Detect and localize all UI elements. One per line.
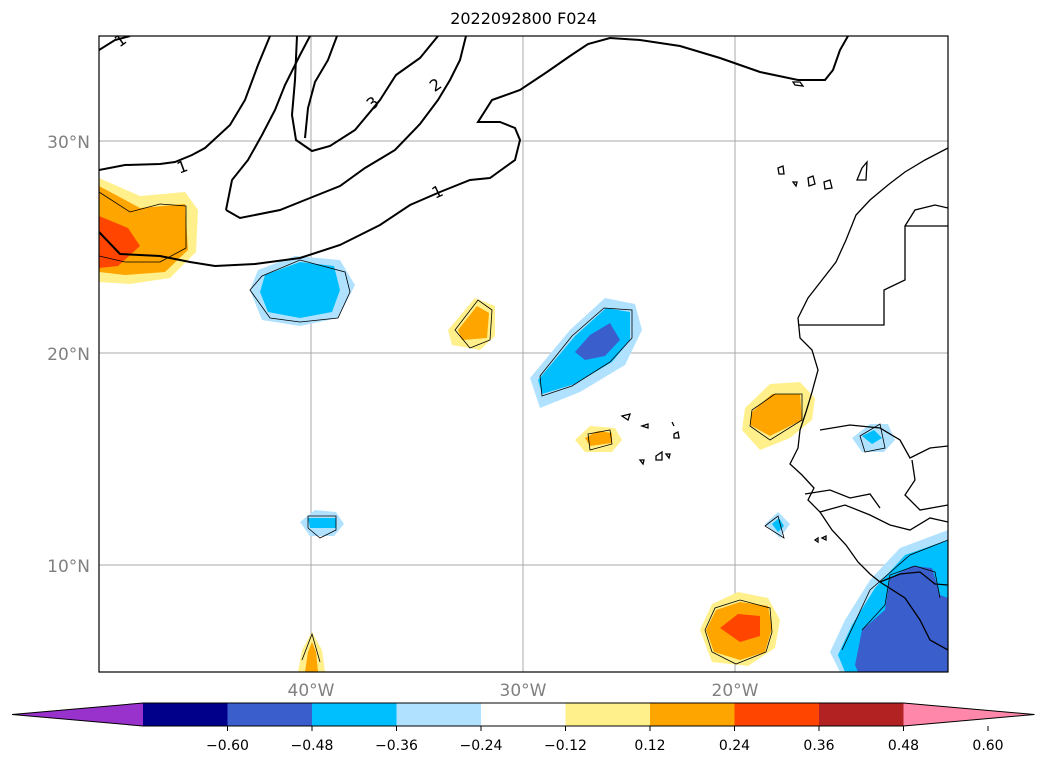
- canary-3: [807, 175, 816, 187]
- cape-verde-1: [620, 413, 631, 422]
- map-plot-area: 1 1 1 2 3: [99, 30, 948, 672]
- coastlines: [620, 81, 948, 651]
- anomaly-pos-south-red: [720, 614, 760, 642]
- lon-label-30w: 30°W: [500, 681, 547, 701]
- colorbar-segment: [143, 703, 228, 726]
- colorbar-tick-label: 0.60: [972, 738, 1003, 754]
- anomaly-pos-right-orange: [750, 394, 802, 436]
- lat-label-20n: 20°N: [47, 345, 90, 365]
- colorbar-tick-label: −0.12: [544, 738, 587, 754]
- contour-label-1-b: 1: [174, 156, 190, 177]
- colorbar-tick-label: 0.24: [719, 738, 750, 754]
- cape-verde-7: [664, 453, 671, 460]
- africa-coast: [789, 147, 948, 586]
- colorbar-segment: [565, 703, 651, 726]
- colorbar-tick-label: 0.36: [803, 738, 834, 754]
- border-inland: [904, 459, 948, 511]
- cape-verde-6: [655, 450, 663, 461]
- colorbar-segment: [819, 703, 904, 726]
- contour-label-1-c: 1: [429, 181, 446, 203]
- border-wsahara: [798, 225, 948, 326]
- colorbar-tick-label: −0.24: [460, 738, 503, 754]
- colorbar-segment: [312, 703, 397, 726]
- colorbar-segment: [734, 703, 820, 726]
- lat-label-10n: 10°N: [47, 557, 90, 577]
- bissagos-2: [820, 534, 827, 542]
- cape-verde-2: [639, 423, 649, 429]
- lat-label-30n: 30°N: [47, 133, 90, 153]
- border-algeria: [904, 204, 948, 227]
- colorbar-tick-label: −0.36: [375, 738, 418, 754]
- contour-label-1-a: 1: [111, 30, 130, 51]
- canary-5: [856, 160, 868, 181]
- anomaly-outlines: [99, 191, 948, 665]
- colorbar-extend-min: [12, 703, 143, 726]
- canary-2: [791, 181, 798, 188]
- map-title: 2022092800 F024: [450, 9, 597, 28]
- lon-label-20w: 20°W: [712, 681, 759, 701]
- contour-3: [290, 36, 439, 153]
- contour-1-north: [99, 36, 271, 171]
- canary-4: [823, 179, 833, 190]
- lon-label-40w: 40°W: [288, 681, 335, 701]
- colorbar-segment: [481, 703, 566, 726]
- colorbar-segment: [396, 703, 482, 726]
- canary-1: [777, 165, 785, 175]
- colorbar-tick-label: −0.60: [206, 738, 249, 754]
- contour-2b: [225, 36, 311, 211]
- contour-1-mid: [99, 36, 849, 268]
- anomaly-neg-coast: [862, 430, 882, 444]
- colorbar-segment: [650, 703, 735, 726]
- colorbar-outline: [11, 702, 1035, 727]
- anomaly-pos-small-orange: [458, 306, 489, 340]
- anomaly-neg-se-dark: [855, 566, 948, 672]
- cape-verde-4: [673, 431, 680, 439]
- height-contours: [99, 36, 849, 268]
- shaded-anomalies: [99, 178, 948, 672]
- border-guinea: [819, 504, 948, 531]
- bissagos-1: [813, 536, 819, 544]
- anomaly-pos-bottom-orange: [305, 642, 318, 672]
- anomaly-blue-dark-2: [575, 323, 620, 360]
- anomaly-pos-small2-orange: [585, 431, 612, 446]
- border-mauritania: [819, 424, 948, 459]
- border-senegal: [804, 489, 881, 509]
- colorbar-tick-label: −0.48: [291, 738, 334, 754]
- gridlines: [99, 36, 948, 672]
- colorbar-segment: [227, 703, 313, 726]
- border-coast-south: [879, 581, 948, 651]
- cape-verde-3: [671, 421, 675, 427]
- colorbar-extend-max: [903, 703, 1035, 726]
- anomaly-blue-1: [260, 262, 340, 318]
- contour-label-group: 1 1 1 2 3: [111, 30, 446, 203]
- contour-1-lower: [225, 36, 467, 220]
- colorbar-tick-label: 0.12: [634, 738, 665, 754]
- cape-verde-5: [638, 459, 645, 466]
- contour-1-corner: [99, 36, 131, 51]
- contour-2: [304, 36, 338, 139]
- anomaly-neg-small: [308, 518, 336, 528]
- colorbar: −0.60 −0.48 −0.36 −0.24 −0.12 0.12 0.24 0.36 0.4…: [11, 702, 1035, 754]
- plot-frame: [98, 35, 949, 673]
- madeira: [791, 81, 805, 87]
- colorbar-tick-label: 0.48: [888, 738, 919, 754]
- contour-label-3: 3: [363, 92, 383, 113]
